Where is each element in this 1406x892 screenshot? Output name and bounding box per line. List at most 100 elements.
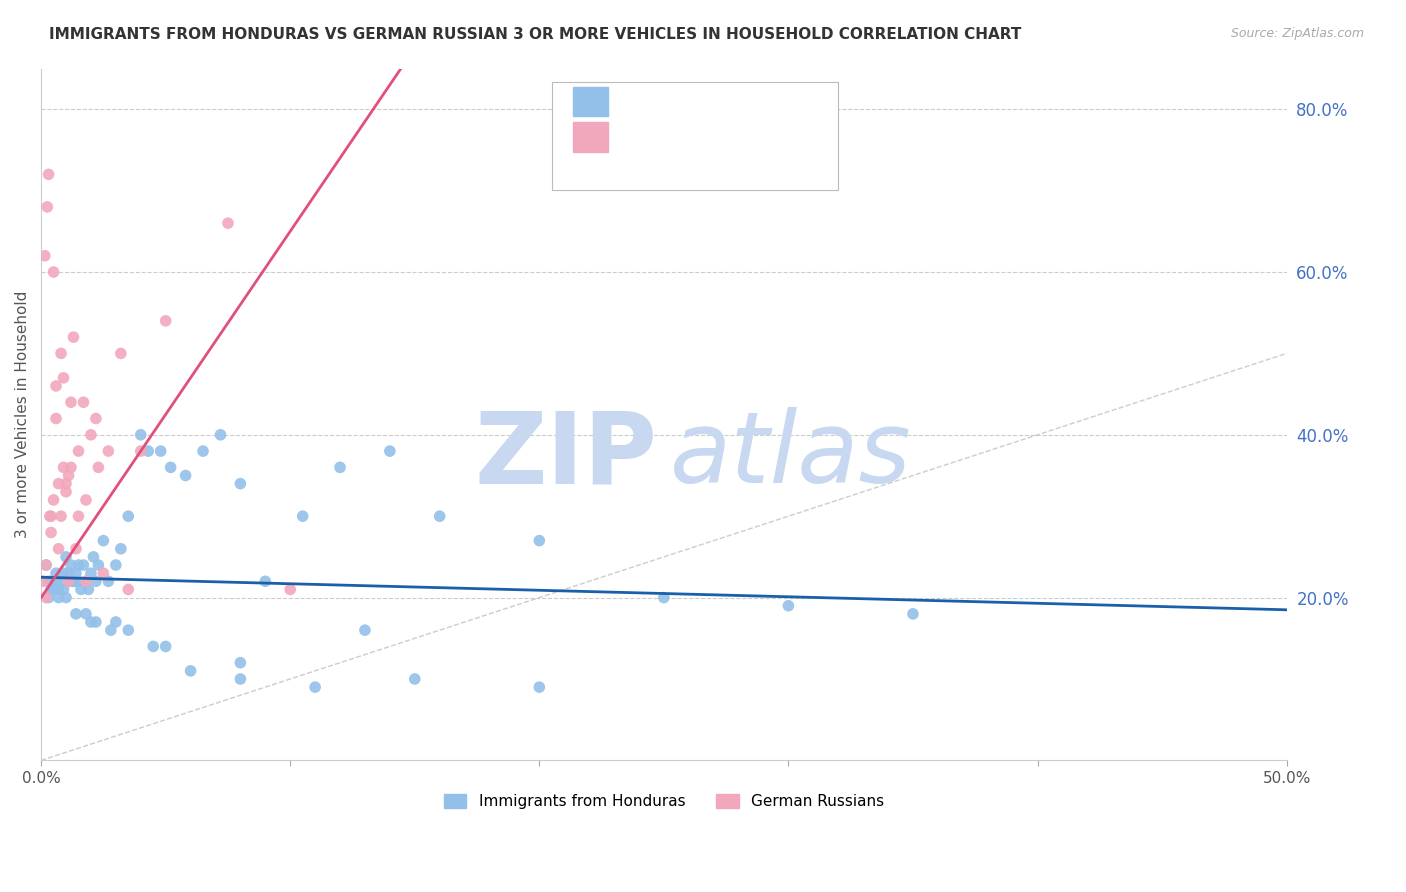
Point (652, 591, 675, 605)
Point (149, 444, 172, 458)
Point (52, 566, 75, 581)
Point (229, 476, 252, 491)
Point (58, 468, 80, 483)
Point (38, 509, 60, 524)
Point (59, 460, 82, 475)
Point (42, 582, 65, 597)
Point (97, 574, 120, 589)
Point (67, 444, 90, 458)
Point (104, 558, 127, 572)
Text: IMMIGRANTS FROM HONDURAS VS GERMAN RUSSIAN 3 OR MORE VEHICLES IN HOUSEHOLD CORRE: IMMIGRANTS FROM HONDURAS VS GERMAN RUSSI… (49, 27, 1022, 42)
Point (39, 582, 62, 597)
Point (429, 509, 451, 524)
Point (84, 411, 107, 425)
Point (529, 533, 551, 548)
Point (209, 427, 232, 442)
Point (62, 330, 84, 344)
Point (52, 371, 75, 385)
Point (155, 314, 177, 328)
Point (35, 558, 58, 572)
Point (35, 558, 58, 572)
Point (75, 607, 97, 621)
Point (45, 379, 67, 393)
Point (159, 460, 181, 475)
Point (48, 541, 70, 556)
Bar (572, 122, 607, 152)
Point (778, 599, 800, 613)
Point (80, 427, 103, 442)
Point (110, 541, 132, 556)
Point (229, 672, 252, 686)
Point (39, 574, 62, 589)
Point (45, 566, 67, 581)
Point (59, 558, 82, 572)
Point (38, 574, 60, 589)
Point (62, 574, 84, 589)
Point (38, 591, 60, 605)
Point (254, 574, 277, 589)
Point (174, 468, 197, 483)
Y-axis label: 3 or more Vehicles in Household: 3 or more Vehicles in Household (15, 291, 30, 538)
Point (155, 640, 177, 654)
Point (45, 574, 67, 589)
FancyBboxPatch shape (551, 82, 838, 190)
Text: 43: 43 (801, 126, 823, 141)
Point (52, 582, 75, 597)
Point (58, 566, 80, 581)
Point (304, 680, 326, 694)
Point (104, 615, 127, 629)
Point (87, 558, 110, 572)
Point (117, 509, 139, 524)
Point (58, 574, 80, 589)
Text: 0.378: 0.378 (671, 126, 721, 141)
Point (329, 460, 352, 475)
Text: 69: 69 (801, 90, 823, 105)
Point (129, 427, 152, 442)
Point (77, 582, 100, 597)
Point (49, 346, 72, 360)
Point (49, 509, 72, 524)
Point (136, 444, 159, 458)
Point (93, 533, 115, 548)
Point (65, 607, 87, 621)
Point (75, 492, 97, 507)
Point (42, 492, 65, 507)
Point (117, 582, 139, 597)
Point (291, 509, 314, 524)
Point (72, 395, 94, 409)
Point (110, 346, 132, 360)
Point (529, 680, 551, 694)
Point (191, 444, 214, 458)
Point (75, 574, 97, 589)
Point (142, 640, 165, 654)
Point (38, 167, 60, 181)
Point (39, 525, 62, 540)
Point (80, 615, 103, 629)
Point (32, 574, 55, 589)
Point (229, 656, 252, 670)
Point (901, 607, 924, 621)
Point (59, 395, 82, 409)
Point (55, 476, 77, 491)
Point (65, 566, 87, 581)
Point (84, 615, 107, 629)
Point (42, 574, 65, 589)
Point (87, 460, 110, 475)
Text: Source: ZipAtlas.com: Source: ZipAtlas.com (1230, 27, 1364, 40)
Legend: Immigrants from Honduras, German Russians: Immigrants from Honduras, German Russian… (437, 788, 890, 815)
Point (55, 591, 77, 605)
Point (72, 558, 94, 572)
Point (378, 444, 401, 458)
Text: R =: R = (623, 90, 658, 105)
Point (48, 476, 70, 491)
Point (35, 591, 58, 605)
Point (129, 444, 152, 458)
Text: -0.036: -0.036 (671, 90, 727, 105)
Point (48, 582, 70, 597)
Point (67, 558, 90, 572)
Text: N =: N = (741, 90, 787, 105)
Point (278, 582, 301, 597)
Point (70, 582, 93, 597)
Point (180, 664, 202, 678)
Point (55, 484, 77, 499)
